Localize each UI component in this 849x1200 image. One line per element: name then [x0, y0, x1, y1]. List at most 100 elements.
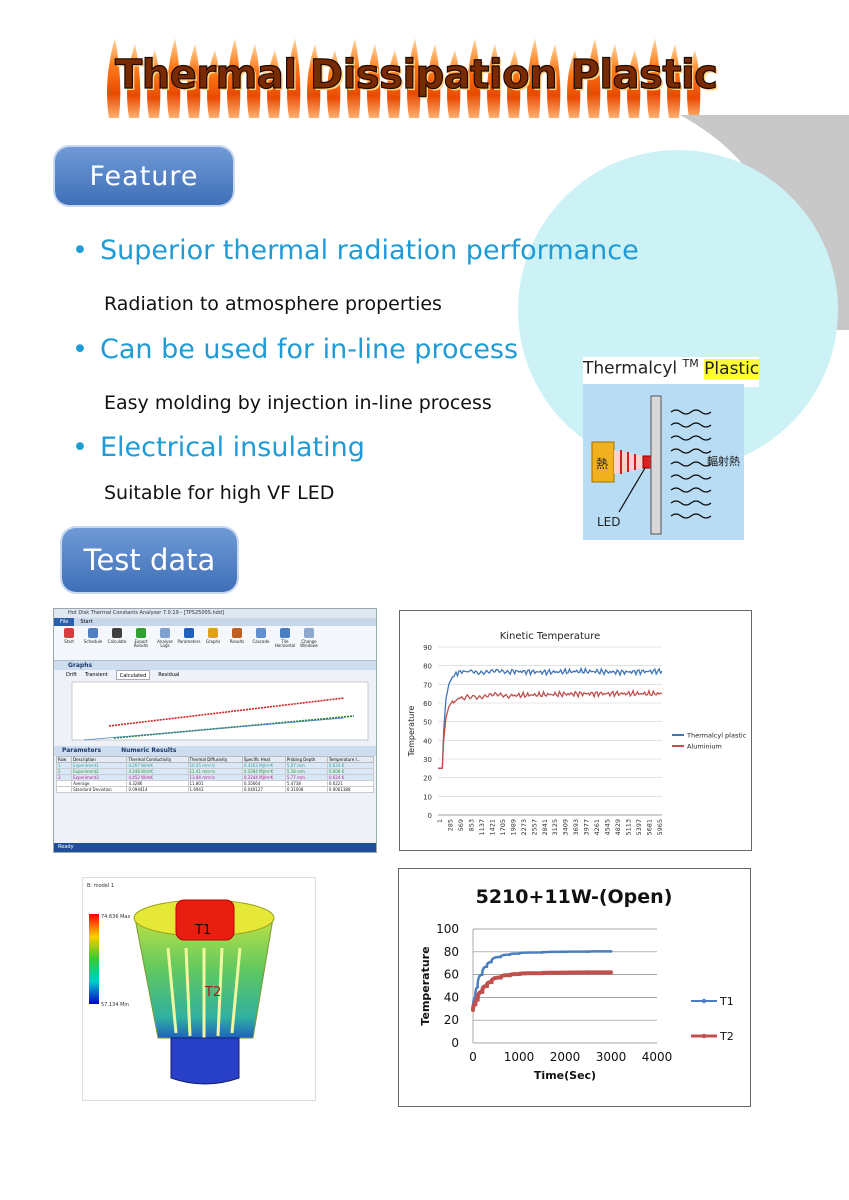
legend-marker	[701, 998, 707, 1004]
numeric-results-tab[interactable]: Numeric Results	[121, 747, 177, 754]
heat-char: 熱	[596, 457, 608, 471]
toolbar-icon	[136, 628, 146, 638]
y-tick-label: 0	[428, 812, 432, 820]
thermal-simulation-image: B: model 1 74.636 Max 57.134 Min T1 T2	[82, 877, 316, 1101]
data-point	[480, 989, 485, 994]
toolbar-button[interactable]: Cascade	[250, 628, 272, 658]
toolbar-button[interactable]: Export Results	[130, 628, 152, 658]
toolbar-icon	[256, 628, 266, 638]
results-table: Row Description Thermal Conductivity Therma…	[55, 756, 375, 793]
y-tick-label: 40	[423, 737, 432, 745]
graph-tabs: Drift Transient Calculated Residual	[54, 670, 376, 680]
data-point	[471, 1007, 475, 1012]
radiation-wave	[670, 409, 712, 415]
toolbar-button[interactable]: Start	[58, 628, 80, 658]
x-tick-label: 1	[436, 819, 444, 823]
menu-start[interactable]: Start	[80, 619, 93, 625]
legend-label: Aluminium	[687, 743, 722, 751]
toolbar-button[interactable]: Analyse Logs	[154, 628, 176, 658]
radiation-wave	[670, 500, 712, 506]
thermalcyl-diagram: 熱 輻射熱 LED	[583, 384, 744, 540]
calculated-graph	[71, 681, 369, 741]
toolbar-button[interactable]: Graphs	[202, 628, 224, 658]
legend-label: T2	[719, 1030, 734, 1043]
flame-stripe	[407, 38, 421, 118]
flame-stripe	[267, 50, 281, 118]
data-point	[489, 980, 494, 985]
series-line-aluminium	[438, 688, 663, 769]
page-title: Thermal Dissipation Plastic	[114, 51, 718, 98]
toolbar-button[interactable]: Schedule	[82, 628, 104, 658]
toolbar-button[interactable]: Calculate	[106, 628, 128, 658]
y-tick-label: 20	[444, 1013, 459, 1027]
y-tick-label: 20	[423, 775, 432, 783]
flame-stripe	[327, 50, 341, 118]
feature-1: • Superior thermal radiation performance	[72, 235, 639, 266]
x-tick-label: 285	[446, 819, 454, 831]
fea-t2-label: T2	[204, 985, 221, 1000]
legend-marker	[701, 1033, 707, 1039]
flame-stripe	[107, 38, 121, 118]
y-tick-label: 70	[423, 681, 432, 689]
data-point	[498, 975, 503, 980]
x-tick-label: 3000	[596, 1050, 627, 1064]
status-text: Ready	[58, 844, 74, 850]
fea-base	[170, 1037, 240, 1085]
x-tick-label: 4000	[642, 1050, 673, 1064]
flame-stripe	[147, 50, 161, 118]
trademark: TM	[682, 357, 699, 370]
y-tick-label: 80	[423, 663, 432, 671]
toolbar-label: Export Results	[133, 639, 149, 648]
x-tick-label: 2000	[550, 1050, 581, 1064]
fea-legend-title: B: model 1	[87, 883, 114, 889]
bullet-dot: •	[72, 432, 88, 463]
software-screenshot: Hot Disk Thermal Constants Analyser 7.0.…	[53, 608, 377, 853]
data-point	[517, 952, 521, 955]
table-cell: 1.6943	[187, 786, 243, 793]
fea-min-label: 57.134 Min	[101, 1002, 129, 1008]
x-tick-label: 2557	[530, 819, 538, 836]
material-name: Plastic	[704, 358, 760, 379]
toolbar-button[interactable]: Results	[226, 628, 248, 658]
flame-stripe	[127, 44, 141, 118]
x-tick-label: 5113	[625, 819, 633, 836]
toolbar-button[interactable]: Tile Horizontal	[274, 628, 296, 658]
toolbar-button[interactable]: Change Windows	[298, 628, 320, 658]
graph-tab[interactable]: Residual	[158, 672, 180, 678]
data-point	[480, 973, 484, 976]
table-row[interactable]: Standard Deviation 0.094414 1.6943 0.040127…	[55, 786, 375, 793]
toolbar-label: Tile Horizontal	[274, 639, 296, 648]
flame-stripe	[247, 44, 261, 118]
flame-stripe	[367, 44, 381, 118]
x-tick-label: 1000	[504, 1050, 535, 1064]
toolbar-label: Change Windows	[300, 639, 318, 648]
toolbar-label: Start	[64, 639, 74, 644]
feature-2-detail: Easy molding by injection in-line proces…	[104, 392, 492, 414]
data-point	[609, 970, 613, 975]
flame-stripe	[227, 38, 241, 118]
data-point	[508, 953, 512, 957]
graph-tab[interactable]: Transient	[84, 672, 108, 678]
data-point	[473, 1002, 478, 1007]
toolbar-button[interactable]: Parameters	[178, 628, 200, 658]
toolbar-icon	[88, 628, 98, 638]
x-tick-label: 853	[467, 819, 475, 831]
flame-stripe	[567, 50, 581, 118]
flame-stripe	[647, 38, 661, 118]
toolbar-label: Schedule	[83, 639, 103, 644]
feature-2: • Can be used for in-line process	[72, 334, 518, 365]
flame-stripe	[187, 44, 201, 118]
brand-name: Thermalcyl	[583, 358, 678, 379]
toolbar-icon	[64, 628, 74, 638]
x-tick-label: 1421	[488, 819, 496, 836]
taskbar: Ready	[54, 843, 376, 852]
graph-tab[interactable]: Calculated	[115, 670, 151, 680]
data-point	[586, 950, 590, 953]
menu-file[interactable]: File	[54, 618, 75, 626]
graph-tab[interactable]: Drift	[66, 672, 77, 678]
feature-3: • Electrical insulating	[72, 432, 365, 463]
radiation-wave	[670, 513, 712, 519]
parameters-tab[interactable]: Parameters	[62, 747, 102, 754]
test-data-heading: Test data	[62, 528, 237, 592]
app-menu: File Start	[54, 618, 376, 626]
